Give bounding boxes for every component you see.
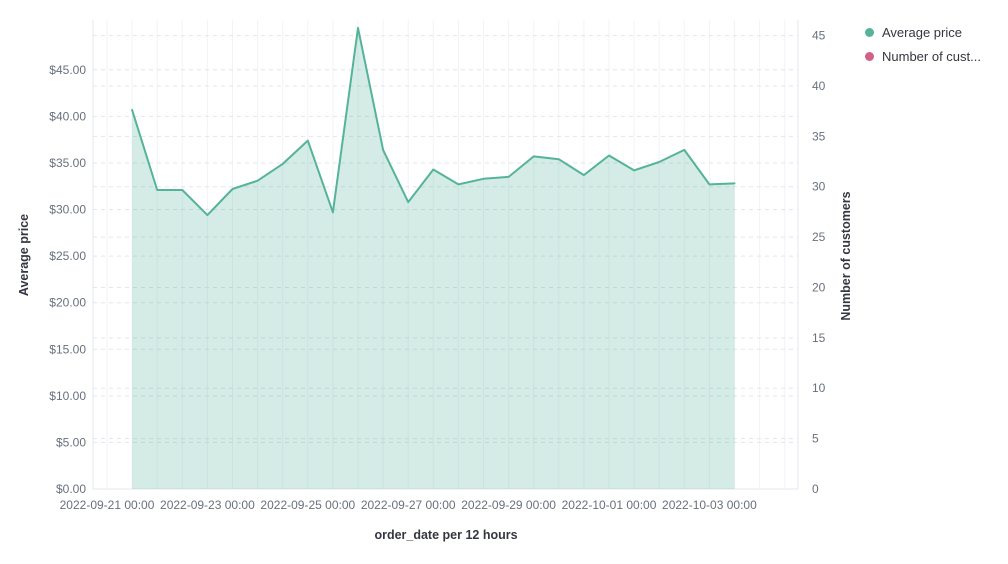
y-left-tick-label: $45.00	[49, 63, 86, 77]
y-right-tick-label: 35	[812, 129, 826, 143]
x-tick-label: 2022-09-29 00:00	[461, 498, 556, 512]
legend-item-average-price[interactable]: Average price	[865, 22, 981, 43]
y-axis-left-title: Average price	[17, 213, 31, 297]
legend: Average price Number of cust...	[865, 22, 981, 67]
y-right-tick-label: 40	[812, 79, 826, 93]
y-right-tick-label: 20	[812, 280, 826, 294]
legend-label: Number of cust...	[882, 49, 981, 64]
y-left-tick-label: $35.00	[49, 156, 86, 170]
y-right-tick-label: 5	[812, 432, 819, 446]
average-price-area	[132, 27, 735, 490]
y-left-tick-label: $25.00	[49, 249, 86, 263]
x-tick-label: 2022-10-01 00:00	[562, 498, 657, 512]
y-right-tick-label: 10	[812, 381, 826, 395]
y-right-tick-label: 25	[812, 230, 826, 244]
y-axis-right-title: Number of customers	[839, 191, 853, 321]
y-left-tick-label: $30.00	[49, 203, 86, 217]
legend-item-number-of-customers[interactable]: Number of cust...	[865, 46, 981, 67]
x-tick-label: 2022-09-21 00:00	[60, 498, 155, 512]
x-tick-label: 2022-10-03 00:00	[662, 498, 757, 512]
legend-label: Average price	[882, 25, 962, 40]
y-left-tick-label: $15.00	[49, 342, 86, 356]
average-price-line	[131, 26, 736, 217]
legend-dot-number-of-customers	[865, 52, 874, 61]
x-tick-label: 2022-09-27 00:00	[361, 498, 456, 512]
y-left-tick-label: $10.00	[49, 389, 86, 403]
y-left-tick-label: $5.00	[56, 435, 86, 449]
y-right-tick-label: 45	[812, 29, 826, 43]
y-left-tick-label: $20.00	[49, 296, 86, 310]
y-left-tick-label: $0.00	[56, 482, 86, 496]
y-right-tick-label: 15	[812, 331, 826, 345]
x-axis-title: order_date per 12 hours	[374, 528, 518, 542]
y-right-tick-label: 30	[812, 180, 826, 194]
x-tick-label: 2022-09-23 00:00	[160, 498, 255, 512]
legend-dot-average-price	[865, 28, 874, 37]
y-left-tick-label: $40.00	[49, 109, 86, 123]
x-tick-label: 2022-09-25 00:00	[260, 498, 355, 512]
y-right-tick-label: 0	[812, 482, 819, 496]
